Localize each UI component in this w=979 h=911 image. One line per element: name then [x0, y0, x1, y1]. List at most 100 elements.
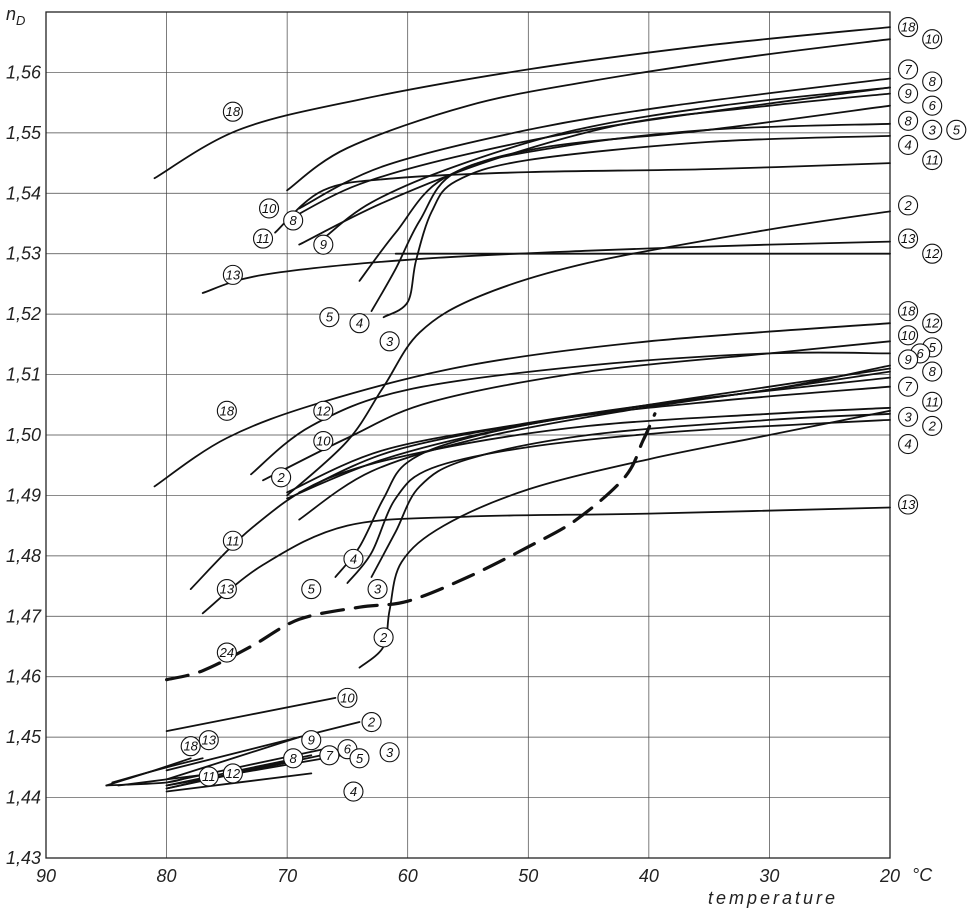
- curve-label-text: 18: [226, 104, 241, 119]
- x-tick-label: 20: [879, 866, 900, 886]
- series-line-middle-3: [370, 412, 891, 578]
- curve-label-text: 13: [220, 582, 235, 597]
- curve-label-text: 13: [202, 733, 217, 748]
- curve-label-circle: [301, 579, 322, 600]
- series-line-middle-5: [334, 364, 891, 578]
- curve-label-circle: [922, 243, 943, 264]
- curve-label: 13: [898, 494, 919, 515]
- curve-label-text: 2: [276, 470, 285, 485]
- curve-label: 4: [898, 134, 919, 155]
- curve-label-circle: [922, 391, 943, 412]
- curve-label: 2: [373, 627, 394, 648]
- curve-label-circle: [922, 415, 943, 436]
- curve-label-circle: [319, 307, 340, 328]
- y-tick-label: 1,53: [6, 244, 41, 264]
- curve-label: 11: [198, 766, 219, 787]
- curve-label-text: 2: [379, 630, 388, 645]
- y-tick-label: 1,50: [6, 425, 41, 445]
- curve-label-circle: [271, 467, 292, 488]
- series-line-middle-9: [298, 370, 891, 521]
- curve-label: 12: [922, 243, 943, 264]
- curve-label-circle: [898, 301, 919, 322]
- series-line-middle-10: [262, 340, 891, 482]
- curve-label: 13: [898, 228, 919, 249]
- curve-label-text: 5: [953, 122, 961, 137]
- curve-label-text: 10: [262, 201, 277, 216]
- y-tick-label: 1,49: [6, 485, 41, 505]
- y-tick-label: 1,56: [6, 62, 42, 82]
- curve-label-circle: [283, 210, 304, 231]
- curve-label: 2: [898, 195, 919, 216]
- curve-label: 9: [301, 730, 322, 751]
- curve-label-circle: [283, 748, 304, 769]
- curve-label: 10: [922, 29, 943, 50]
- series-line-upper-13: [201, 240, 891, 294]
- curve-label-text: 5: [356, 751, 364, 766]
- curve-label: 18: [180, 736, 201, 757]
- curve-label: 10: [313, 430, 334, 452]
- curve-label: 12: [313, 400, 334, 421]
- curve-label-text: 3: [374, 582, 382, 597]
- curve-label: 3: [379, 331, 400, 352]
- curve-label-text: 4: [904, 137, 911, 152]
- curve-label-circle: [343, 781, 364, 802]
- series-line-upper-18: [153, 26, 891, 180]
- curve-label-circle: [898, 110, 919, 131]
- curve-label-circle: [922, 95, 943, 116]
- curve-label-circle: [922, 313, 943, 334]
- series: [105, 26, 891, 793]
- curve-label-circle: [898, 349, 919, 370]
- x-axis-label: temperature: [708, 888, 838, 908]
- curve-label: 9: [898, 83, 919, 104]
- series-line-upper-10: [286, 38, 891, 192]
- curve-label-circle: [216, 642, 237, 663]
- curve-label-text: 18: [183, 739, 198, 754]
- curve-label-text: 10: [340, 690, 355, 705]
- curve-label-text: 9: [904, 352, 911, 367]
- x-tick-label: 40: [639, 866, 659, 886]
- series-line-lower-13: [111, 757, 204, 784]
- curve-label: 10: [898, 325, 919, 346]
- curve-label-text: 11: [226, 533, 240, 548]
- curve-label-text: 3: [929, 122, 937, 137]
- curve-label: 9: [898, 349, 919, 370]
- curve-label-text: 8: [290, 213, 298, 228]
- series-line-lower-9: [165, 736, 301, 781]
- series-line-upper-9: [322, 86, 891, 240]
- curve-label-circle: [898, 83, 919, 104]
- y-tick-label: 1,52: [6, 304, 41, 324]
- series-line-upper-4: [370, 122, 891, 312]
- curve-label-circle: [922, 361, 943, 382]
- curve-label-circle: [898, 195, 919, 216]
- curve-label-text: 7: [904, 379, 912, 394]
- curve-label: 5: [349, 748, 370, 769]
- curve-label-circle: [222, 530, 243, 551]
- curve-label: 12: [922, 313, 943, 334]
- series-line-transition-24: [165, 412, 657, 682]
- curve-label-text: 11: [925, 153, 939, 168]
- curve-label-text: 9: [904, 86, 911, 101]
- curve-label-text: 12: [226, 766, 241, 781]
- curve-label: 11: [222, 530, 243, 551]
- x-tick-label: 90: [36, 866, 56, 886]
- curve-label-circle: [922, 119, 943, 140]
- curve-label-circle: [922, 71, 943, 92]
- x-tick-label: 30: [759, 866, 779, 886]
- curve-label: 2: [922, 415, 943, 436]
- series-line-middle-18: [153, 322, 891, 488]
- series-line-upper-6: [298, 92, 891, 246]
- curve-label-circle: [898, 434, 919, 455]
- y-tick-label: 1,47: [6, 606, 42, 626]
- x-tick-label: 50: [518, 866, 538, 886]
- curve-label-text: 24: [219, 645, 234, 660]
- curve-label-circle: [222, 264, 243, 285]
- curve-label: 8: [922, 361, 943, 382]
- curve-label-text: 18: [220, 403, 235, 418]
- curve-label: 7: [898, 376, 919, 397]
- curve-label-text: 10: [925, 32, 940, 47]
- curve-label-circle: [301, 730, 322, 751]
- curve-label-circle: [216, 400, 237, 421]
- curve-label: 13: [216, 579, 237, 600]
